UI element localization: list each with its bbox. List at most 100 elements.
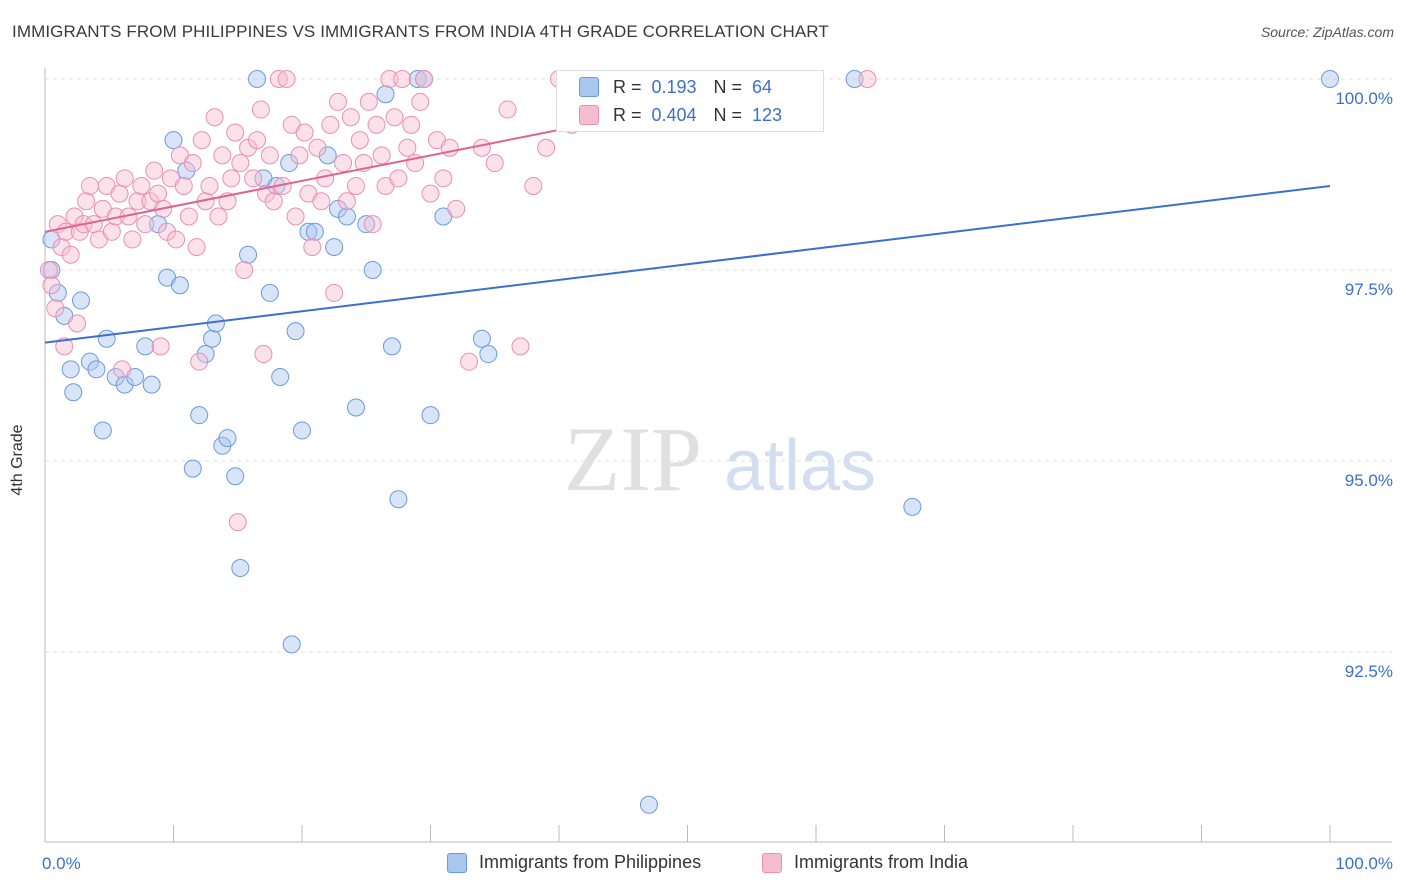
watermark-zip: ZIP [564,408,702,510]
data-point-pink [226,123,245,142]
data-point-blue [248,70,267,88]
data-point-blue [328,199,347,218]
watermark-atlas: atlas [724,426,876,506]
data-point-blue [299,222,318,241]
data-point-pink [460,352,479,371]
stats-legend: R = 0.193 N = 64 R = 0.404 N = 123 [556,70,824,132]
data-point-pink [290,146,309,165]
data-point-pink [350,131,369,150]
y-tick-label: 97.5% [1345,280,1393,299]
data-point-pink [187,238,206,257]
data-point-pink [115,169,134,188]
data-point-pink [411,92,430,111]
data-point-pink [132,176,151,195]
trend-line-blue [44,184,1331,344]
data-point-blue [218,429,237,448]
data-point-pink [151,337,170,356]
data-point-pink [174,176,193,195]
data-point-pink [434,169,453,188]
data-point-blue [363,261,382,279]
data-point-blue [239,245,258,264]
data-point-pink [325,283,344,302]
data-point-pink [110,184,129,203]
data-point-pink [415,70,434,88]
data-point-pink [303,238,322,257]
data-point-blue [142,375,161,394]
data-point-pink [136,215,155,234]
data-point-blue [64,383,83,402]
legend-row-philippines: R = 0.193 N = 64 [579,74,772,100]
data-point-pink [321,115,340,134]
data-point-pink [858,70,877,88]
data-point-blue [136,337,155,356]
y-tick-label: 100.0% [1335,89,1393,108]
data-point-pink [239,138,258,157]
data-point-pink [346,176,365,195]
data-point-pink [372,146,391,165]
data-point-blue [479,345,498,364]
data-point-pink [498,100,517,119]
data-point-pink [128,192,147,211]
data-point-pink [200,176,219,195]
data-point-pink [235,261,254,279]
data-point-pink [312,192,331,211]
data-point-pink [260,146,279,165]
n-label: N = [713,104,743,125]
legend-label-india: Immigrants from India [794,852,969,872]
data-point-blue [337,207,356,226]
data-point-pink [254,345,273,364]
data-point-pink [337,192,356,211]
data-point-pink [55,337,74,356]
data-point-blue [48,283,67,302]
data-point-pink [145,161,164,180]
data-point-blue [903,497,922,516]
data-point-pink [264,192,283,211]
data-point-pink [222,169,241,188]
data-point-blue [286,322,305,341]
data-point-pink [123,230,142,249]
data-point-pink [149,184,168,203]
data-point-pink [158,222,177,241]
data-point-pink [248,131,267,150]
data-point-pink [213,146,232,165]
data-point-pink [209,207,228,226]
y-tick-label: 92.5% [1345,662,1393,681]
chart-title: IMMIGRANTS FROM PHILIPPINES VS IMMIGRANT… [12,22,829,41]
data-point-pink [393,70,412,88]
x-tick-label: 0.0% [42,854,81,873]
data-point-pink [231,154,250,173]
data-point-pink [472,138,491,157]
data-point-blue [170,276,189,295]
legend-item-india[interactable]: Immigrants from India [762,852,968,873]
data-point-blue [115,375,134,394]
data-point-pink [398,138,417,157]
data-point-pink [537,138,556,157]
data-point-blue [177,161,196,180]
data-point-pink [179,207,198,226]
series-legend: Immigrants from Philippines Immigrants f… [0,852,1406,878]
r-value: 0.404 [651,104,697,125]
data-point-pink [39,261,58,279]
data-point-blue [421,406,440,425]
data-point-blue [80,352,99,371]
y-tick-label: 95.0% [1345,471,1393,490]
data-point-pink [113,360,132,379]
data-point-pink [251,100,270,119]
data-point-blue [260,283,279,302]
data-point-pink [308,138,327,157]
data-point-blue [1321,70,1339,88]
data-point-blue [226,467,245,486]
r-label: R = [613,104,642,125]
data-point-pink [77,192,96,211]
legend-item-philippines[interactable]: Immigrants from Philippines [447,852,701,873]
legend-swatch-india [762,852,782,873]
data-point-pink [421,184,440,203]
data-point-blue [305,222,324,241]
data-point-blue [93,421,112,440]
data-point-pink [363,215,382,234]
data-point-pink [42,276,61,295]
data-point-blue [97,329,116,348]
data-point-pink [524,176,543,195]
data-point-blue [376,85,395,104]
